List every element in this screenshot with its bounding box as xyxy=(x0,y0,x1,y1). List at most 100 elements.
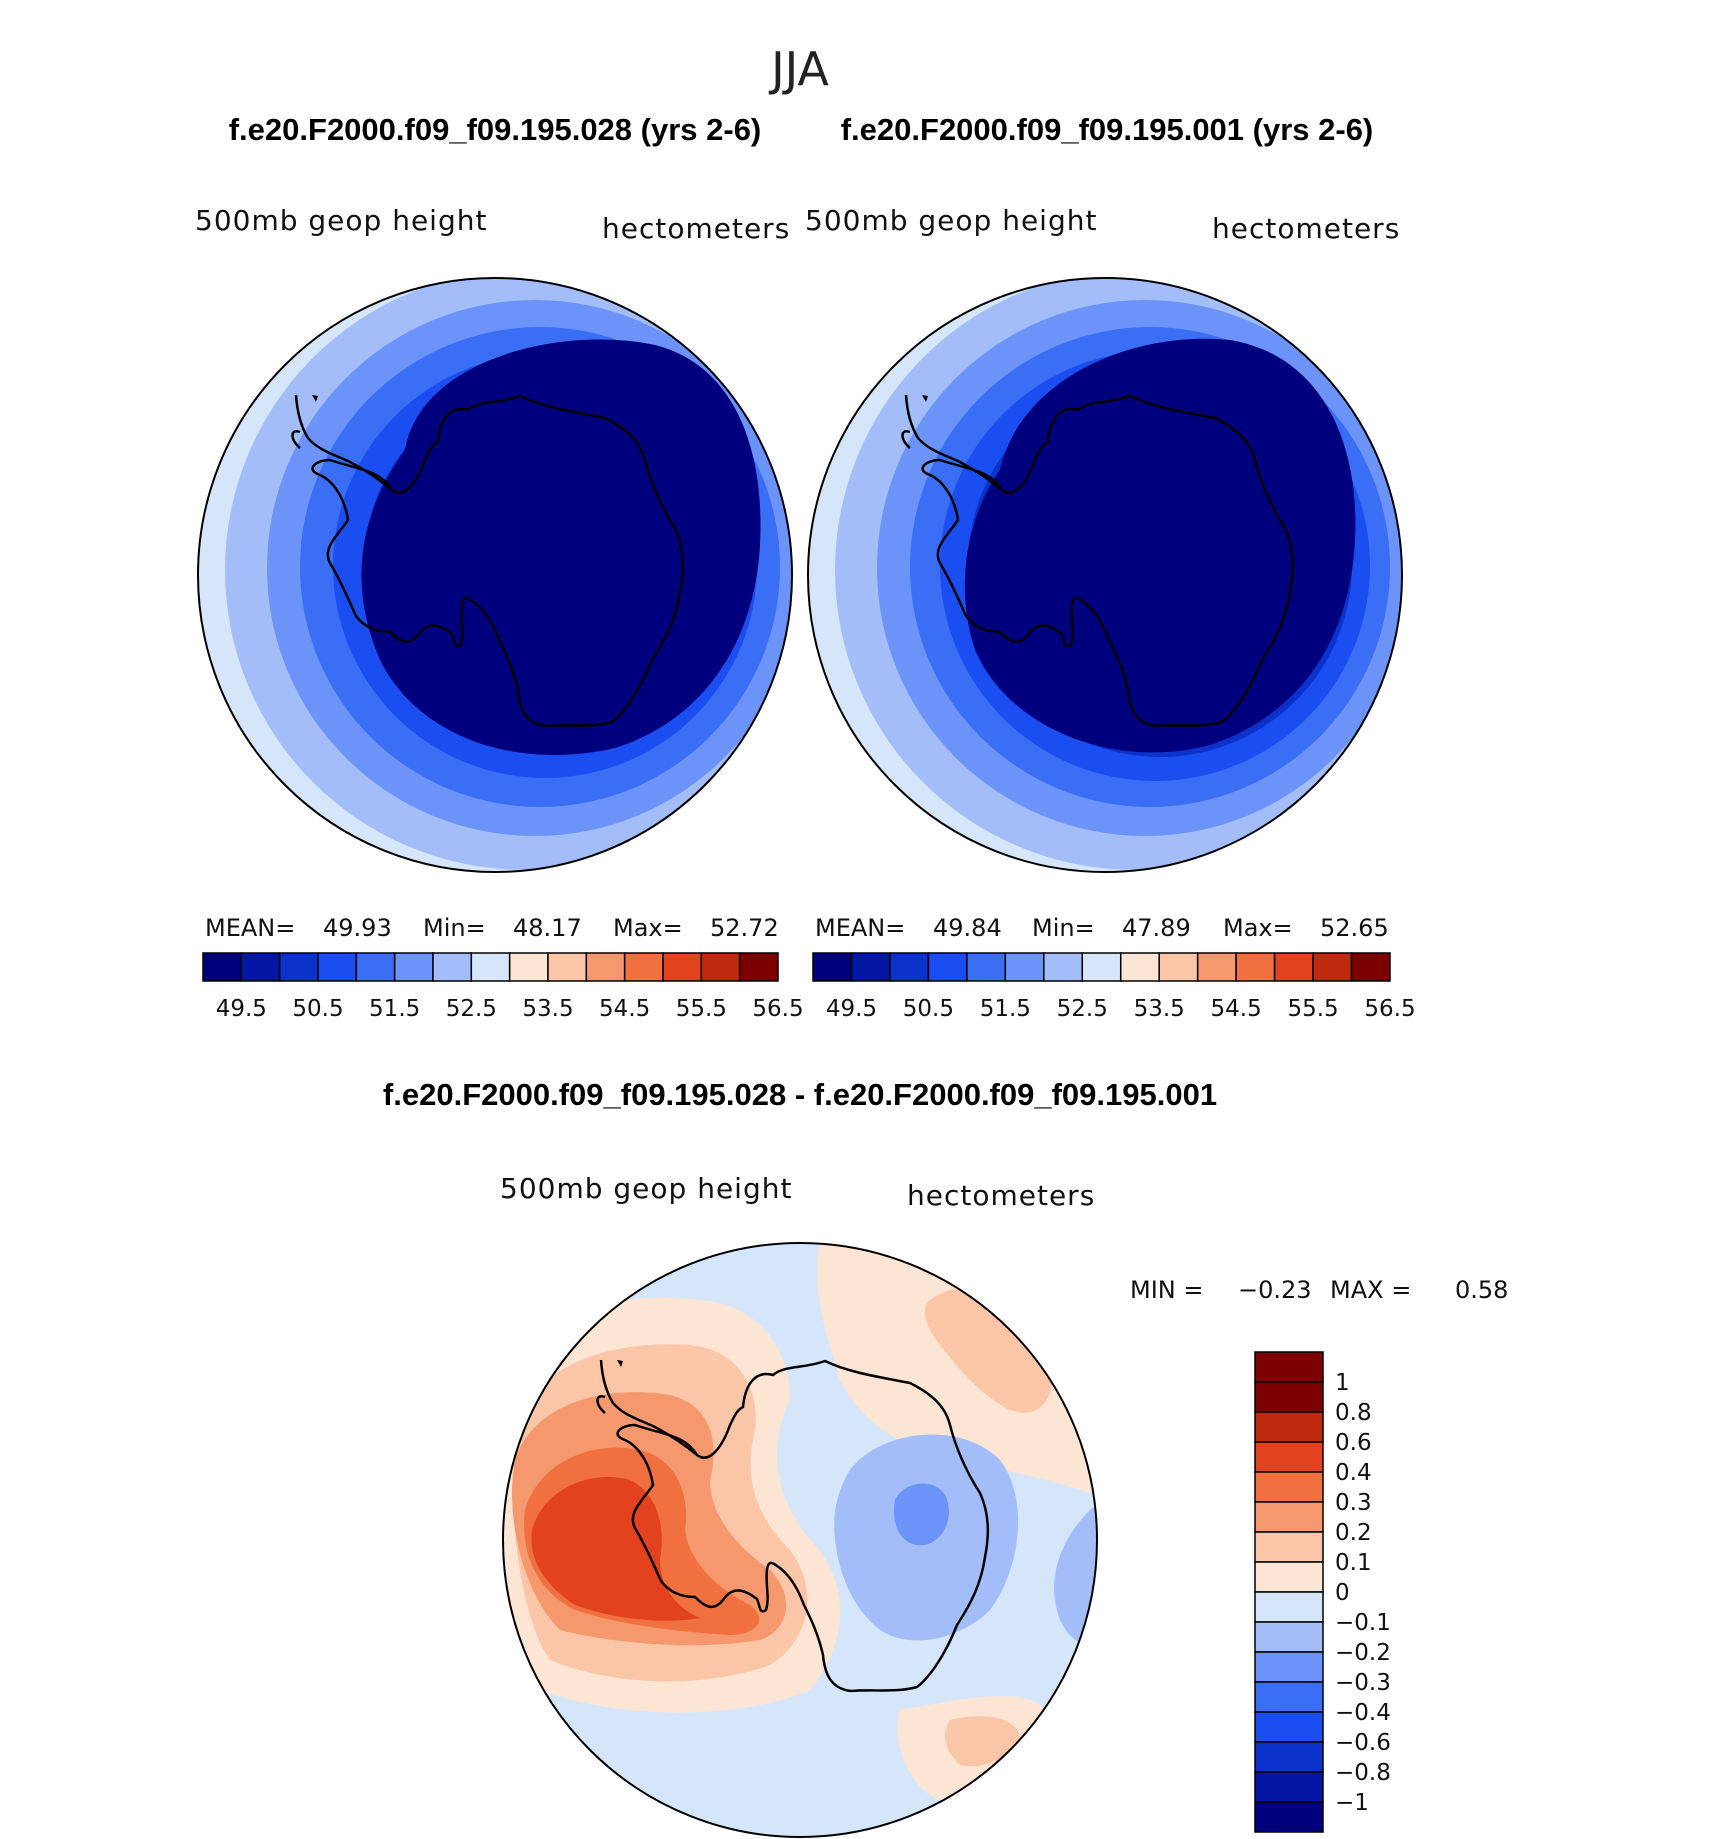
colorbar-swatch xyxy=(812,952,853,982)
colorbar-swatch xyxy=(1254,1561,1324,1593)
island-right xyxy=(922,395,928,402)
case-title-diff: f.e20.F2000.f09_f09.195.028 - f.e20.F200… xyxy=(383,1077,1217,1112)
colorbar-tick-label: 0.8 xyxy=(1335,1400,1372,1426)
polar-map-right xyxy=(807,277,1403,873)
colorbar-swatch xyxy=(1254,1381,1324,1413)
colorbar-swatch xyxy=(1254,1771,1324,1803)
contour-band-below-49-5 xyxy=(398,373,736,723)
colorbar-tick-label: 55.5 xyxy=(676,996,727,1022)
colorbar-tick-label: 54.5 xyxy=(599,996,650,1022)
colorbar-difference: 1 0.8 0.6 0.4 0.3 0.2 0.1 0 −0.1 −0.2 −0.3 −0.4 −0.6… xyxy=(1254,1351,1391,1833)
colorbar-swatch xyxy=(1254,1801,1324,1833)
contour-band-neg-0-2-0-3-center xyxy=(894,1483,949,1546)
colorbar-swatch xyxy=(1254,1651,1324,1683)
antarctica-outline-diff xyxy=(616,1359,990,1693)
colorbar-tick-label: 0.2 xyxy=(1335,1520,1372,1546)
mean-label-right: MEAN= xyxy=(815,914,905,942)
colorbar-swatch xyxy=(1254,1351,1324,1383)
units-label-left: hectometers xyxy=(602,212,790,245)
colorbar-tick-label: 0.4 xyxy=(1335,1460,1372,1486)
colorbar-swatch xyxy=(1254,1471,1324,1503)
colorbar-tick-label: −0.6 xyxy=(1335,1730,1391,1756)
variable-label-right: 500mb geop height xyxy=(805,204,1097,237)
case-title-left: f.e20.F2000.f09_f09.195.028 (yrs 2-6) xyxy=(229,112,762,147)
max-label-diff: MAX = xyxy=(1330,1276,1411,1304)
colorbar-swatch xyxy=(240,952,281,982)
colorbar-swatch xyxy=(1254,1501,1324,1533)
colorbar-swatch xyxy=(547,952,588,982)
colorbar-swatch xyxy=(1081,952,1122,982)
units-label-diff: hectometers xyxy=(907,1179,1095,1212)
min-value-left: 48.17 xyxy=(513,914,582,942)
colorbar-swatch xyxy=(1196,952,1237,982)
max-label-right: Max= xyxy=(1223,914,1293,942)
colorbar-tick-label: −1 xyxy=(1335,1790,1369,1816)
island-left xyxy=(312,395,318,402)
polar-map-left xyxy=(197,277,793,873)
colorbar-swatch xyxy=(1043,952,1084,982)
peninsula-diff xyxy=(596,1359,698,1456)
min-value-diff: −0.23 xyxy=(1238,1276,1312,1304)
contour-band-49-5-right xyxy=(964,338,1356,753)
colorbar-tick-label: 50.5 xyxy=(903,996,954,1022)
colorbar-swatch xyxy=(470,952,511,982)
colorbar-swatch xyxy=(1235,952,1276,982)
colorbar-swatch xyxy=(1312,952,1353,982)
colorbar-tick-label: 55.5 xyxy=(1287,996,1338,1022)
colorbar-tick-label: 0.3 xyxy=(1335,1490,1372,1516)
colorbar-swatch xyxy=(1350,952,1391,982)
peninsula-left xyxy=(291,394,393,491)
colorbar-swatch xyxy=(393,952,434,982)
colorbar-swatch xyxy=(432,952,473,982)
min-value-right: 47.89 xyxy=(1122,914,1191,942)
colorbar-swatch xyxy=(1254,1591,1324,1623)
colorbar-tick-label: 53.5 xyxy=(522,996,573,1022)
colorbar-tick-label: 0.6 xyxy=(1335,1430,1372,1456)
mean-label-left: MEAN= xyxy=(205,914,295,942)
max-value-left: 52.72 xyxy=(710,914,779,942)
colorbar-tick-label: 56.5 xyxy=(1364,996,1415,1022)
colorbar-tick-label: 52.5 xyxy=(446,996,497,1022)
colorbar-swatch xyxy=(889,952,930,982)
colorbar-tick-label: 0 xyxy=(1335,1580,1350,1606)
min-label-diff: MIN = xyxy=(1130,1276,1203,1304)
colorbar-tick-label: 0.1 xyxy=(1335,1550,1372,1576)
peninsula-right xyxy=(901,394,1003,491)
variable-label-diff: 500mb geop height xyxy=(500,1172,792,1205)
island-diff xyxy=(617,1360,623,1367)
colorbar-left: 49.5 50.5 51.5 52.5 53.5 54.5 55.5 56.5 xyxy=(202,952,804,1022)
case-title-right: f.e20.F2000.f09_f09.195.001 (yrs 2-6) xyxy=(841,112,1374,147)
max-value-diff: 0.58 xyxy=(1455,1276,1508,1304)
antarctica-outline-right xyxy=(921,394,1295,728)
colorbar-tick-label: 56.5 xyxy=(752,996,803,1022)
colorbar-swatch xyxy=(850,952,891,982)
colorbar-swatch xyxy=(585,952,626,982)
contour-band-0-4-0-6-west xyxy=(531,1477,700,1621)
colorbar-swatch xyxy=(1254,1621,1324,1653)
variable-label-left: 500mb geop height xyxy=(195,204,487,237)
colorbar-swatch xyxy=(927,952,968,982)
min-label-left: Min= xyxy=(423,914,486,942)
colorbar-swatch xyxy=(317,952,358,982)
contour-band-0-1-0-2-southeast xyxy=(944,1716,1020,1767)
mean-value-left: 49.93 xyxy=(323,914,392,942)
max-label-left: Max= xyxy=(613,914,683,942)
colorbar-swatch xyxy=(738,952,779,982)
colorbar-swatch xyxy=(278,952,319,982)
figure-title: JJA xyxy=(768,42,829,96)
colorbar-swatch xyxy=(700,952,741,982)
colorbar-swatch xyxy=(1273,952,1314,982)
colorbar-tick-label: −0.3 xyxy=(1335,1670,1391,1696)
min-label-right: Min= xyxy=(1032,914,1095,942)
colorbar-tick-label: −0.1 xyxy=(1335,1610,1391,1636)
colorbar-tick-label: 54.5 xyxy=(1211,996,1262,1022)
colorbar-swatch xyxy=(623,952,664,982)
colorbar-tick-label: −0.8 xyxy=(1335,1760,1391,1786)
colorbar-swatch xyxy=(1254,1711,1324,1743)
colorbar-tick-label: 49.5 xyxy=(216,996,267,1022)
colorbar-tick-label: 51.5 xyxy=(980,996,1031,1022)
colorbar-swatch xyxy=(1254,1441,1324,1473)
units-label-right: hectometers xyxy=(1212,212,1400,245)
colorbar-swatch xyxy=(1254,1411,1324,1443)
